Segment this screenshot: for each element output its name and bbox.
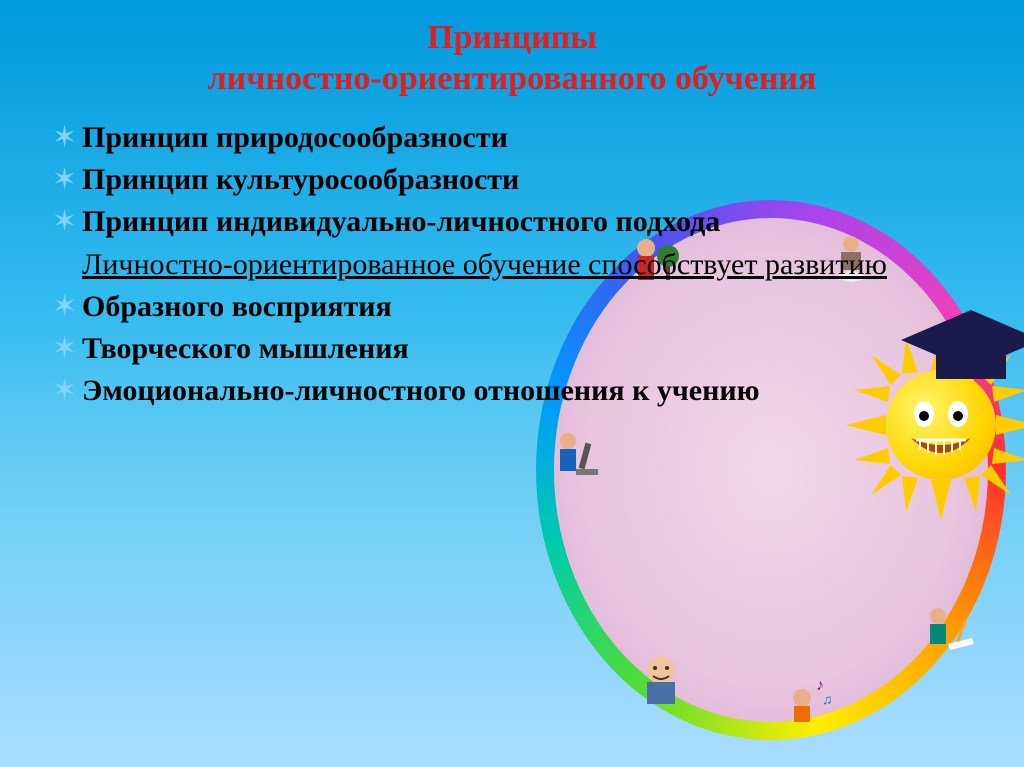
bullet-icon: ✶: [52, 204, 82, 240]
develop-text: Образного восприятия: [82, 289, 392, 325]
boy-microscope-icon: [546, 425, 606, 485]
bullet-icon: ✶: [52, 289, 82, 325]
student-writing-icon: [916, 600, 976, 660]
principle-item: ✶ Принцип культуросообразности: [52, 162, 994, 198]
principle-item: ✶ Принцип природосообразности: [52, 120, 994, 156]
principle-item: ✶ Принцип индивидуально-личностного подх…: [52, 204, 994, 240]
svg-text:♪: ♪: [816, 677, 824, 694]
bullet-icon: ✶: [52, 331, 82, 367]
music-child-icon: ♪♫: [776, 670, 836, 730]
develop-item: ✶ Образного восприятия: [52, 289, 994, 325]
principle-text: Принцип природосообразности: [82, 120, 508, 156]
content-area: ✶ Принцип природосообразности ✶ Принцип …: [0, 100, 1024, 410]
bullet-icon: ✶: [52, 373, 82, 409]
bullet-icon: ✶: [52, 120, 82, 156]
svg-text:♫: ♫: [822, 693, 833, 708]
develop-text: Эмоционально-личностного отношения к уче…: [82, 373, 760, 409]
develop-item: ✶ Творческого мышления: [52, 331, 994, 367]
slide-title: Принципы личностно-ориентированного обуч…: [0, 0, 1024, 100]
title-line1: Принципы: [0, 18, 1024, 59]
title-line2: личностно-ориентированного обучения: [0, 59, 1024, 100]
principle-text: Принцип индивидуально-личностного подход…: [82, 204, 720, 240]
principle-text: Принцип культуросообразности: [82, 162, 519, 198]
teacher-icon: [631, 650, 691, 710]
subheading: Личностно-ориентированное обучение спосо…: [82, 246, 994, 284]
bullet-icon: ✶: [52, 162, 82, 198]
develop-text: Творческого мышления: [82, 331, 409, 367]
develop-item: ✶ Эмоционально-личностного отношения к у…: [52, 373, 994, 409]
